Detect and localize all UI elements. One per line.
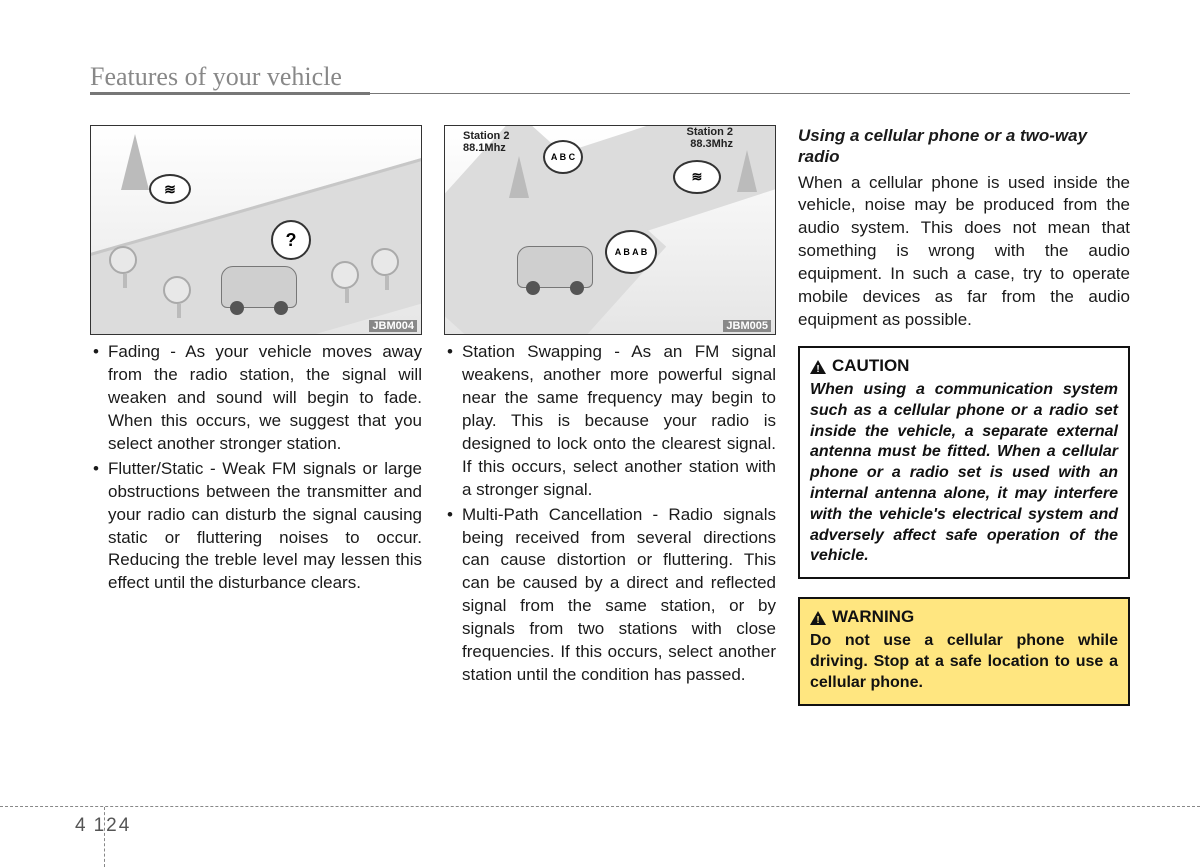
bullet-list: Fading - As your vehicle moves away from… xyxy=(90,341,422,595)
content-columns: ≋ ? JBM004 Fading - As your vehicle move… xyxy=(90,125,1130,724)
caution-title: ! CAUTION xyxy=(810,356,1118,376)
page-header: Features of your vehicle xyxy=(90,62,1130,95)
figure-fading: ≋ ? JBM004 xyxy=(90,125,422,335)
caution-text: When using a communication system such a… xyxy=(810,380,1118,567)
tower-icon xyxy=(121,134,149,190)
manual-page: Features of your vehicle ≋ ? xyxy=(0,0,1200,724)
page-footer: 4124 xyxy=(0,806,1200,807)
list-item: Multi-Path Cancellation - Radio signals … xyxy=(444,504,776,688)
warning-text: Do not use a cellular phone while drivin… xyxy=(810,631,1118,693)
warning-icon: ! xyxy=(810,610,826,624)
station-freq: 88.1Mhz xyxy=(463,142,506,154)
bullet-list: Station Swapping - As an FM signal weake… xyxy=(444,341,776,687)
header-rule xyxy=(90,92,1130,95)
warning-title: ! WARNING xyxy=(810,607,1118,627)
figure-swapping: Station 2 88.1Mhz Station 2 88.3Mhz A B … xyxy=(444,125,776,335)
caution-label: CAUTION xyxy=(832,356,909,376)
wave-bubble: ≋ xyxy=(673,160,721,194)
caution-icon: ! xyxy=(810,359,826,373)
tree-icon xyxy=(163,276,191,304)
tower-icon xyxy=(509,156,529,198)
chapter-number: 4 xyxy=(75,815,94,836)
tree-icon xyxy=(371,248,399,276)
list-item: Fading - As your vehicle moves away from… xyxy=(90,341,422,456)
warning-label: WARNING xyxy=(832,607,914,627)
svg-text:!: ! xyxy=(816,615,819,625)
subheading: Using a cellular phone or a two-way radi… xyxy=(798,125,1130,168)
caution-box: ! CAUTION When using a communication sys… xyxy=(798,346,1130,579)
tree-icon xyxy=(109,246,137,274)
car-icon xyxy=(517,246,593,288)
body-paragraph: When a cellular phone is used inside the… xyxy=(798,172,1130,333)
figure-code: JBM004 xyxy=(369,320,417,332)
tower-icon xyxy=(737,150,757,192)
abc-bubble: A B C xyxy=(543,140,583,174)
question-bubble: ? xyxy=(271,220,311,260)
page-no: 124 xyxy=(94,815,132,836)
svg-text:!: ! xyxy=(816,364,819,374)
column-3: Using a cellular phone or a two-way radi… xyxy=(798,125,1130,724)
column-2: Station 2 88.1Mhz Station 2 88.3Mhz A B … xyxy=(444,125,776,724)
abab-bubble: A B A B xyxy=(605,230,657,274)
list-item: Flutter/Static - Weak FM signals or larg… xyxy=(90,458,422,596)
page-number: 4124 xyxy=(75,815,131,837)
station-label: Station 2 xyxy=(463,130,509,142)
station-label: Station 2 xyxy=(687,126,733,138)
figure-code: JBM005 xyxy=(723,320,771,332)
warning-box: ! WARNING Do not use a cellular phone wh… xyxy=(798,597,1130,705)
wave-bubble: ≋ xyxy=(149,174,191,204)
section-title: Features of your vehicle xyxy=(90,62,342,94)
car-icon xyxy=(221,266,297,308)
list-item: Station Swapping - As an FM signal weake… xyxy=(444,341,776,502)
tree-icon xyxy=(331,261,359,289)
station-freq: 88.3Mhz xyxy=(690,138,733,150)
column-1: ≋ ? JBM004 Fading - As your vehicle move… xyxy=(90,125,422,724)
